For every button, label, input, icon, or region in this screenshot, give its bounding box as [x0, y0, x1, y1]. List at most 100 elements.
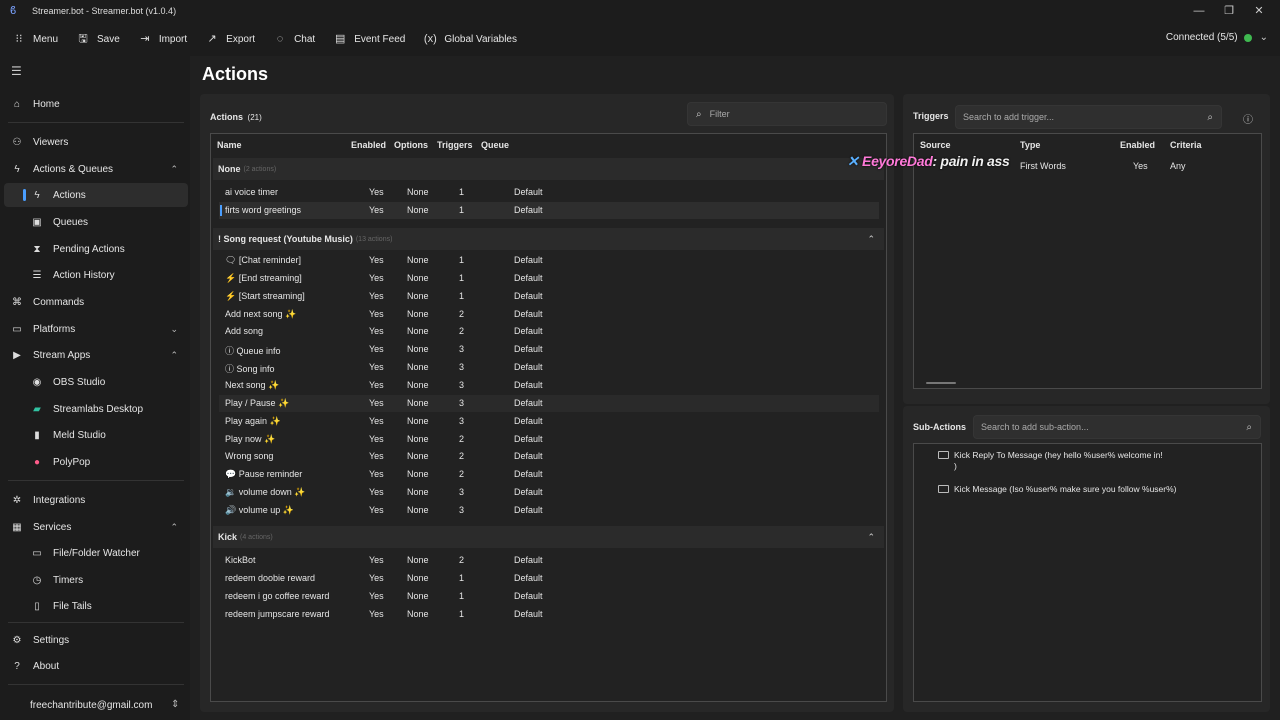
save-button[interactable]: 🖫 Save — [76, 32, 119, 46]
group-header[interactable]: ! Song request (Youtube Music) (13 action… — [213, 228, 884, 250]
action-queue: Default — [514, 433, 543, 444]
chevron-updown-icon[interactable]: ⇕ — [171, 699, 180, 710]
column-header-triggers[interactable]: Triggers — [437, 140, 473, 150]
nav-file-tails[interactable]: ▯ File Tails — [4, 594, 188, 618]
group-header[interactable]: None (2 actions) — [213, 158, 884, 180]
menu-button[interactable]: ⁝⁝ Menu — [12, 32, 59, 46]
nav-stream-apps[interactable]: ▶ Stream Apps ⌃ — [4, 343, 188, 367]
message-icon — [938, 485, 949, 493]
column-header-name[interactable]: Name — [217, 140, 242, 150]
nav-actions-queues[interactable]: ϟ Actions & Queues ⌃ — [4, 157, 188, 181]
table-row[interactable]: ⓘ Song info Yes None 3 Default — [219, 359, 879, 376]
column-header-enabled[interactable]: Enabled — [1120, 140, 1156, 150]
action-options: None — [407, 469, 429, 480]
nav-platforms[interactable]: ▭ Platforms ⌄ — [4, 317, 188, 341]
table-row[interactable]: 🔉 volume down ✨ Yes None 3 Default — [219, 484, 879, 501]
action-triggers: 3 — [459, 362, 465, 373]
connection-status[interactable]: Connected (5/5) ⌄ — [1166, 32, 1268, 43]
action-triggers: 1 — [459, 187, 465, 197]
nav-file-folder-watcher[interactable]: ▭ File/Folder Watcher — [4, 541, 188, 565]
subaction-search-input[interactable]: Search to add sub-action... ⌕ — [973, 415, 1261, 439]
table-row[interactable]: 🗨 [Chat reminder] Yes None 1 Default — [219, 252, 879, 269]
table-row[interactable]: Add song Yes None 2 Default — [219, 323, 879, 340]
nav-timers[interactable]: ◷ Timers — [4, 568, 188, 592]
minimize-icon[interactable]: — — [1193, 5, 1205, 17]
chat-label: Chat — [294, 33, 316, 45]
column-header-source[interactable]: Source — [920, 140, 951, 150]
nav-obs-studio[interactable]: ◉ OBS Studio — [4, 370, 188, 394]
action-options: None — [407, 187, 429, 197]
table-row[interactable]: 💬 Pause reminder Yes None 2 Default — [219, 466, 879, 483]
info-icon[interactable]: ⓘ — [1243, 115, 1253, 126]
column-header-queue[interactable]: Queue — [481, 140, 510, 150]
export-button[interactable]: ↗ Export — [205, 32, 256, 46]
table-row[interactable]: 🔊 volume up ✨ Yes None 3 Default — [219, 502, 879, 519]
nav-label: OBS Studio — [53, 376, 106, 388]
action-options: None — [407, 255, 429, 265]
chevron-up-icon: ⌃ — [170, 521, 178, 532]
filter-input[interactable]: ⌕ Filter — [687, 102, 887, 126]
table-row[interactable]: Add next song ✨ Yes None 2 Default — [219, 306, 879, 323]
nav-home[interactable]: ⌂ Home — [4, 92, 188, 116]
account-email[interactable]: freechantribute@gmail.com — [30, 700, 153, 711]
column-header-type[interactable]: Type — [1020, 140, 1041, 150]
nav-services[interactable]: ▦ Services ⌃ — [4, 515, 188, 539]
nav-action-history[interactable]: ☰ Action History — [4, 263, 188, 287]
global-variables-button[interactable]: (x) Global Variables — [423, 32, 517, 46]
nav-settings[interactable]: ⚙ Settings — [4, 628, 188, 652]
chevron-up-icon[interactable]: ⌃ — [867, 233, 875, 244]
table-row[interactable]: ai voice timer Yes None 1 Default — [219, 184, 879, 201]
hamburger-icon[interactable]: ☰ — [11, 64, 22, 78]
gear-icon: ⚙ — [12, 634, 22, 646]
action-options: None — [407, 379, 429, 390]
maximize-icon[interactable]: ❐ — [1224, 5, 1234, 17]
nav-streamlabs-desktop[interactable]: ▰ Streamlabs Desktop — [4, 397, 188, 421]
table-row[interactable]: KickBot Yes None 2 Default — [219, 552, 879, 569]
search-icon: ⌕ — [1207, 111, 1213, 123]
action-queue: Default — [514, 487, 543, 498]
action-options: None — [407, 362, 429, 373]
horizontal-scrollbar[interactable] — [926, 382, 956, 384]
column-header-options[interactable]: Options — [394, 140, 428, 150]
table-row[interactable]: Next song ✨ Yes None 3 Default — [219, 377, 879, 394]
actions-table: Name Enabled Options Triggers Queue None… — [210, 133, 887, 702]
subactions-label: Sub-Actions — [913, 422, 966, 432]
table-row[interactable]: ⚡ [End streaming] Yes None 1 Default — [219, 270, 879, 287]
column-header-enabled[interactable]: Enabled — [351, 140, 387, 150]
table-row[interactable]: Play now ✨ Yes None 2 Default — [219, 431, 879, 448]
table-row[interactable]: ⓘ Queue info Yes None 3 Default — [219, 341, 879, 358]
column-header-criteria[interactable]: Criteria — [1170, 140, 1202, 150]
chevron-up-icon[interactable]: ⌃ — [867, 531, 875, 542]
action-enabled: Yes — [369, 469, 384, 480]
nav-pending-actions[interactable]: ⧗ Pending Actions — [4, 237, 188, 261]
action-triggers: 2 — [459, 433, 465, 444]
close-icon[interactable]: ✕ — [1254, 5, 1264, 17]
action-queue: Default — [514, 590, 543, 601]
action-name: ⓘ Song info — [225, 364, 275, 375]
table-row[interactable]: ⚡ [Start streaming] Yes None 1 Default — [219, 288, 879, 305]
nav-polypop[interactable]: ● PolyPop — [4, 450, 188, 474]
table-row[interactable]: Play again ✨ Yes None 3 Default — [219, 413, 879, 430]
trigger-search-input[interactable]: Search to add trigger... ⌕ — [955, 105, 1222, 129]
import-button[interactable]: ⇥ Import — [138, 32, 187, 46]
nav-queues[interactable]: ▣ Queues — [4, 210, 188, 234]
nav-actions[interactable]: ϟ Actions — [4, 183, 188, 207]
history-icon: ☰ — [32, 269, 42, 281]
chat-button[interactable]: ◌ Chat — [273, 32, 315, 46]
event-feed-button[interactable]: ▤ Event Feed — [333, 32, 405, 46]
list-item[interactable]: Kick Message (Iso %user% make sure you f… — [938, 484, 1238, 495]
table-row[interactable]: redeem jumpscare reward Yes None 1 Default — [219, 606, 879, 623]
nav-meld-studio[interactable]: ▮ Meld Studio — [4, 423, 188, 447]
table-row[interactable]: firts word greetings Yes None 1 Default — [219, 201, 879, 219]
group-header[interactable]: Kick (4 actions) ⌃ — [213, 526, 884, 548]
table-row[interactable]: Play / Pause ✨ Yes None 3 Default — [219, 394, 879, 412]
table-row[interactable]: redeem doobie reward Yes None 1 Default — [219, 570, 879, 587]
nav-integrations[interactable]: ✲ Integrations — [4, 488, 188, 512]
nav-about[interactable]: ? About — [4, 654, 188, 678]
table-row[interactable]: redeem i go coffee reward Yes None 1 Default — [219, 588, 879, 605]
action-name: redeem i go coffee reward — [225, 590, 330, 601]
nav-viewers[interactable]: ⚇ Viewers — [4, 130, 188, 154]
list-item[interactable]: Kick Reply To Message (hey hello %user% … — [938, 450, 1238, 472]
table-row[interactable]: Wrong song Yes None 2 Default — [219, 448, 879, 465]
nav-commands[interactable]: ⌘ Commands — [4, 290, 188, 314]
